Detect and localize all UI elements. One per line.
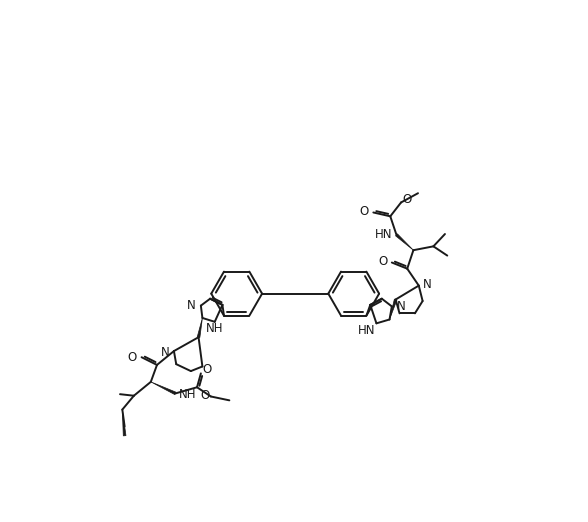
Polygon shape [122,410,126,436]
Polygon shape [151,382,176,395]
Text: N: N [187,299,195,312]
Polygon shape [197,318,202,337]
Polygon shape [396,234,413,250]
Text: O: O [403,193,412,206]
Text: NH: NH [179,388,196,401]
Text: N: N [397,300,406,313]
Text: N: N [161,346,170,359]
Text: O: O [359,205,369,218]
Text: HN: HN [358,324,375,337]
Text: HN: HN [375,228,393,241]
Polygon shape [389,299,397,319]
Text: O: O [378,255,387,268]
Text: O: O [202,363,212,376]
Text: O: O [200,389,209,402]
Text: N: N [423,278,432,291]
Text: NH: NH [206,322,223,335]
Text: O: O [128,351,137,364]
